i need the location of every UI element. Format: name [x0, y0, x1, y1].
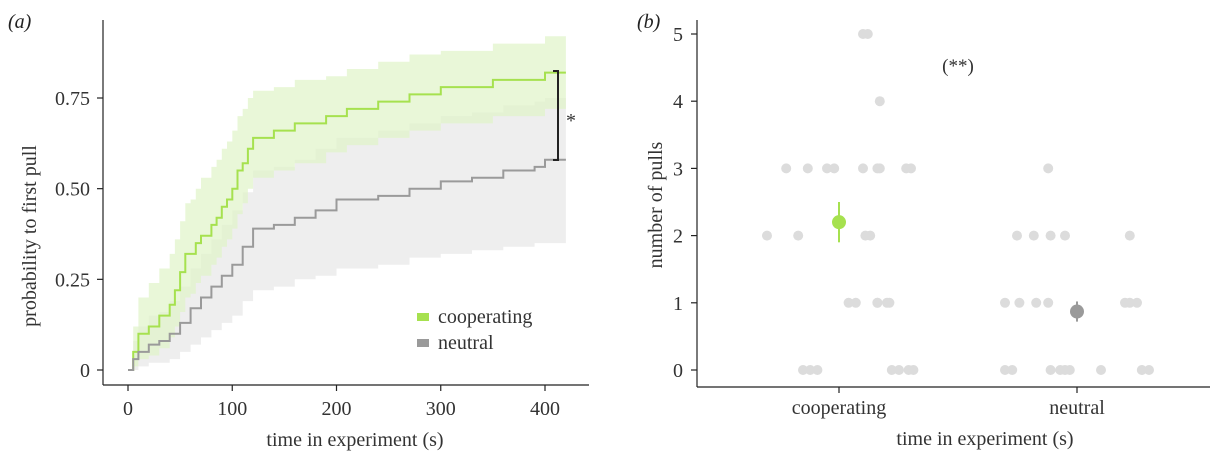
- point-cooperating: [872, 297, 883, 308]
- point-neutral: [1012, 230, 1022, 241]
- x-tick-label-a: 300: [426, 398, 456, 420]
- x-axis-label-a: time in experiment (s): [266, 429, 443, 451]
- step-lines: [128, 71, 566, 371]
- point-cooperating: [781, 163, 792, 174]
- point-cooperating: [865, 230, 876, 241]
- point-neutral: [1144, 365, 1154, 375]
- point-neutral: [1045, 230, 1056, 241]
- legend-label-neutral: neutral: [438, 332, 494, 354]
- y-tick-label-b: 0: [673, 360, 683, 382]
- point-neutral: [1064, 365, 1075, 375]
- panel-b-label: (b): [637, 11, 661, 33]
- band-cooperating: [128, 36, 566, 371]
- point-cooperating: [843, 297, 854, 308]
- legend-swatch-cooperating: [417, 313, 429, 321]
- point-cooperating: [858, 163, 868, 174]
- y-tick-label-a: 0.75: [55, 88, 90, 110]
- point-neutral: [1136, 365, 1147, 375]
- legend-label-cooperating: cooperating: [438, 306, 532, 328]
- legend-swatch-neutral: [417, 339, 429, 347]
- point-cooperating: [793, 230, 804, 241]
- x-tick-label-a: 0: [123, 398, 133, 420]
- panel-b: (b) 0 1 2 3 4 5 cooperating neutral (**) time …: [637, 11, 1210, 450]
- x-tick-label-a: 100: [217, 398, 247, 420]
- y-tick-label-b: 1: [673, 293, 683, 315]
- point-cooperating: [802, 163, 813, 174]
- x-tick-label-a: 400: [530, 398, 560, 420]
- point-cooperating: [822, 163, 832, 174]
- y-ticks-b: 0 1 2 3 4 5: [673, 24, 697, 382]
- point-neutral: [1028, 230, 1039, 241]
- point-neutral: [1096, 365, 1106, 375]
- point-neutral: [1060, 230, 1070, 241]
- y-tick-label-b: 5: [673, 24, 683, 46]
- y-axis-label-b: number of pulls: [645, 141, 667, 268]
- bracket: [553, 70, 559, 161]
- confidence-bands: [128, 36, 566, 371]
- x-ticks-b: cooperating neutral: [792, 387, 1105, 419]
- point-cooperating: [805, 365, 816, 375]
- mean-point-cooperating: [832, 215, 846, 230]
- point-neutral: [1043, 297, 1054, 308]
- x-tick-label-cooperating: cooperating: [792, 397, 886, 419]
- panel-a: (a) 0 0.25 0.50 0.75 0 100 200 300 400 time in …: [8, 11, 589, 451]
- point-neutral: [1124, 297, 1135, 308]
- point-cooperating: [829, 163, 840, 174]
- y-tick-label-a: 0.50: [55, 179, 90, 201]
- point-neutral: [1000, 365, 1010, 375]
- point-neutral: [1007, 365, 1018, 375]
- y-ticks-a: 0 0.25 0.50 0.75: [55, 88, 103, 382]
- point-cooperating: [850, 297, 861, 308]
- point-neutral: [1000, 297, 1010, 308]
- y-tick-label-b: 2: [673, 226, 683, 248]
- jitter-points: [762, 29, 1154, 375]
- point-neutral: [1045, 365, 1056, 375]
- panel-a-label: (a): [8, 11, 32, 33]
- point-neutral: [1014, 297, 1025, 308]
- point-neutral: [1132, 297, 1142, 308]
- point-cooperating: [874, 96, 885, 107]
- y-tick-label-b: 4: [673, 91, 683, 113]
- y-tick-label-a: 0.25: [55, 269, 90, 291]
- significance-bracket: *: [553, 70, 576, 161]
- band-neutral: [128, 98, 566, 370]
- point-cooperating: [894, 365, 904, 375]
- y-axis-label-a: probability to first pull: [19, 145, 41, 327]
- point-cooperating: [762, 230, 772, 241]
- point-neutral: [1031, 297, 1042, 308]
- y-tick-label-b: 3: [673, 158, 683, 180]
- point-cooperating: [862, 29, 873, 39]
- significance-annotation: (**): [942, 56, 974, 77]
- legend: cooperating neutral: [417, 306, 532, 354]
- x-tick-label-a: 200: [322, 398, 352, 420]
- x-axis-label-b: time in experiment (s): [896, 428, 1073, 450]
- point-cooperating: [798, 365, 808, 375]
- line-cooperating: [128, 71, 566, 371]
- x-tick-label-neutral: neutral: [1049, 397, 1105, 419]
- point-cooperating: [906, 163, 916, 174]
- point-cooperating: [884, 297, 895, 308]
- x-ticks-a: 0 100 200 300 400: [123, 385, 560, 420]
- significance-star: *: [566, 110, 576, 132]
- mean-markers: [832, 202, 1084, 322]
- mean-point-neutral: [1070, 304, 1084, 319]
- line-neutral: [128, 158, 566, 371]
- point-cooperating: [908, 365, 919, 375]
- point-neutral: [1124, 230, 1135, 241]
- y-tick-label-a: 0: [80, 360, 90, 382]
- point-cooperating: [874, 163, 885, 174]
- point-neutral: [1043, 163, 1054, 174]
- point-cooperating: [812, 365, 823, 375]
- point-cooperating: [886, 365, 897, 375]
